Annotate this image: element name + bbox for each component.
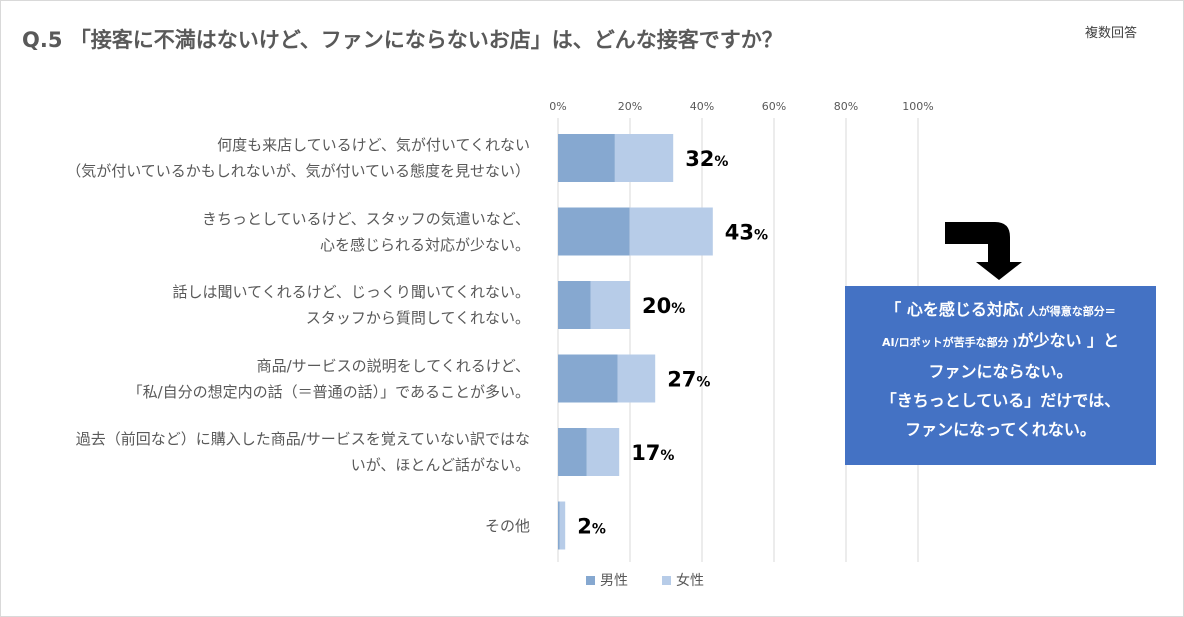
x-tick-label: 100% [902,100,933,113]
callout-line-1-main: 「 心を感じる対応 [885,300,1019,319]
x-tick-label: 0% [549,100,566,113]
data-label: 20% [642,294,685,318]
bar-male [558,207,630,256]
callout-line-3: ファンにならない。 [928,362,1073,381]
legend-swatch [586,576,595,585]
callout-box: 「 心を感じる対応( 人が得意な部分＝ AI/ロボットが苦手な部分 )が少ない … [845,286,1156,465]
category-label-line: 話しは聞いてくれるけど、じっくり聞いてくれない。 [172,283,530,301]
data-label: 2% [577,515,606,539]
bar-female [586,428,620,476]
category-label-line: きちっとしているけど、スタッフの気遣いなど、 [201,209,530,228]
bar-female [629,207,713,256]
category-label: 話しは聞いてくれるけど、じっくり聞いてくれない。スタッフから質問してくれない。 [10,279,530,331]
x-tick-label: 40% [690,100,714,113]
callout-arrow [945,222,1022,280]
bar-male [558,281,591,329]
data-label-value: 2 [577,515,592,539]
data-label: 43% [725,221,768,245]
x-tick-label: 20% [618,100,642,113]
category-label-line: 心を感じられる対応が少ない。 [319,235,530,254]
bar-male [558,428,587,476]
bar-male [558,354,618,403]
data-label-unit: % [660,448,674,464]
multiple-answer-note: 複数回答 [1085,26,1138,41]
category-label: 何度も来店しているけど、気が付いてくれない （気が付いているかもしれないが、気が付… [10,132,530,184]
category-label: きちっとしているけど、スタッフの気遣いなど、心を感じられる対応が少ない。 [10,206,530,258]
category-label-line: スタッフから質問してくれない。 [305,309,530,327]
category-label: 商品/サービスの説明をしてくれるけど、「私/自分の想定内の話（＝普通の話）」であ… [10,353,530,405]
data-label: 17% [631,441,674,465]
legend-swatch [662,576,671,585]
data-label-unit: % [696,375,710,391]
x-tick-label: 60% [762,100,786,113]
legend-item: 男性 [586,570,628,590]
bar-male [558,501,560,550]
category-label-line: 商品/サービスの説明をしてくれるけど、 [256,356,530,375]
data-label: 32% [685,147,728,171]
callout-line-5: ファンになってくれない。 [905,420,1096,439]
callout-line-1-small: ( 人が得意な部分＝ [1018,305,1116,318]
category-label-line: 過去（前回など）に購入した商品/サービスを覚えていない訳ではな [75,430,530,448]
legend-item: 女性 [662,570,704,590]
callout-line-1: 「 心を感じる対応( 人が得意な部分＝ [845,295,1156,326]
legend-label: 男性 [600,573,628,589]
bar-female [559,501,566,550]
category-label-line: いが、ほとんど話がない。 [350,456,530,474]
category-label: 過去（前回など）に購入した商品/サービスを覚えていない訳ではないが、ほとんど話が… [10,426,530,478]
data-label-value: 20 [642,294,671,318]
category-label-line: その他 [484,516,530,535]
bar-female [614,134,674,182]
callout-line-4: 「きちっとしている」だけでは、 [880,391,1121,410]
category-label-line: 「私/自分の想定内の話（＝普通の話）」であることが多い。 [127,382,530,401]
bar-female [590,281,630,329]
category-label: その他 [10,513,530,539]
category-label-line: 何度も来店しているけど、気が付いてくれない [217,136,530,154]
data-label: 27% [667,368,710,392]
category-label-line: （気が付いているかもしれないが、気が付いている態度を見せない） [66,162,530,180]
callout-line-2-main: が少ない 」と [1017,331,1120,350]
chart-title: Q.5 「接客に不満はないけど、ファンにならないお店」は、どんな接客ですか？ [22,28,783,52]
bar-female [617,354,656,403]
legend-label: 女性 [676,573,704,589]
data-label-unit: % [754,228,768,244]
data-label-unit: % [671,301,685,317]
data-label-value: 27 [667,368,696,392]
data-label-value: 32 [685,147,714,171]
callout-line-2-small: AI/ロボットが苦手な部分 ) [881,336,1018,349]
bar-male [558,134,615,182]
x-tick-label: 80% [834,100,858,113]
data-label-value: 43 [725,221,754,245]
data-label-unit: % [592,522,606,538]
callout-line-2: AI/ロボットが苦手な部分 )が少ない 」と [845,326,1156,357]
data-label-value: 17 [631,441,660,465]
data-label-unit: % [714,154,728,170]
